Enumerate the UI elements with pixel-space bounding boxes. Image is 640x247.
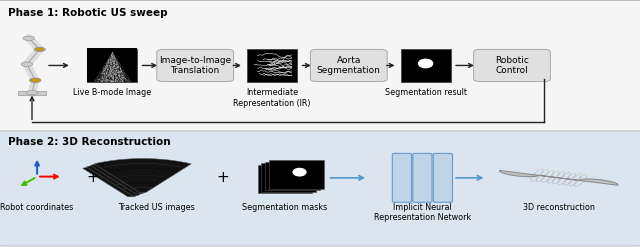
FancyBboxPatch shape [310,49,387,82]
FancyBboxPatch shape [413,153,432,202]
Text: Aorta
Segmentation: Aorta Segmentation [317,56,381,75]
Text: Tracked US images: Tracked US images [118,203,195,211]
FancyBboxPatch shape [392,153,412,202]
Polygon shape [86,162,184,195]
Bar [18,91,46,95]
Bar [258,165,312,193]
FancyBboxPatch shape [474,49,550,82]
Circle shape [34,47,45,52]
Bar [87,49,137,82]
Text: Phase 2: 3D Reconstruction: Phase 2: 3D Reconstruction [8,137,170,147]
Text: Segmentation masks: Segmentation masks [242,203,328,211]
Circle shape [30,78,40,82]
Bar [401,49,451,82]
Circle shape [21,62,33,66]
Text: Implicit Neural
Representation Network: Implicit Neural Representation Network [374,203,471,222]
Text: Live B-mode Image: Live B-mode Image [73,88,151,97]
Ellipse shape [293,168,306,176]
FancyBboxPatch shape [433,153,452,202]
Circle shape [29,78,41,82]
Ellipse shape [419,59,433,68]
FancyBboxPatch shape [0,131,640,246]
Bar [269,161,324,189]
Bar [262,164,316,192]
Polygon shape [83,163,180,197]
Text: Segmentation result: Segmentation result [385,88,467,97]
Text: Intermediate
Representation (IR): Intermediate Representation (IR) [233,88,311,108]
Bar [247,49,297,82]
Text: 3D reconstruction: 3D reconstruction [523,203,595,211]
Polygon shape [500,170,618,185]
Text: +: + [216,170,229,185]
Text: Phase 1: Robotic US sweep: Phase 1: Robotic US sweep [8,8,167,18]
Text: +: + [86,170,99,185]
FancyBboxPatch shape [0,0,640,132]
Polygon shape [94,159,191,192]
FancyBboxPatch shape [157,49,234,82]
Text: Robotic
Control: Robotic Control [495,56,529,75]
Text: Robot coordinates: Robot coordinates [1,203,74,211]
Polygon shape [90,160,188,194]
Circle shape [26,90,38,95]
Circle shape [23,36,35,41]
Circle shape [35,48,44,51]
Bar [266,162,320,190]
Text: Image-to-Image
Translation: Image-to-Image Translation [159,56,231,75]
